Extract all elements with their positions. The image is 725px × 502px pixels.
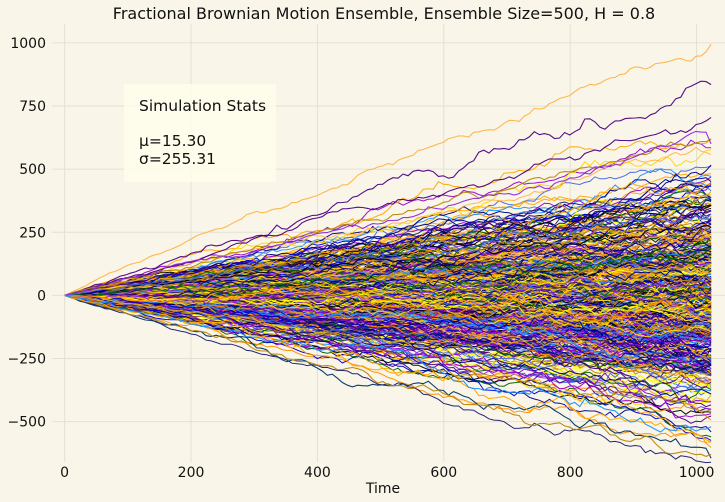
series-line	[64, 269, 712, 297]
series-line	[64, 294, 712, 361]
x-tick-label: 800	[557, 465, 584, 481]
series-line	[64, 130, 712, 296]
series-line	[64, 222, 712, 296]
y-tick-label: −500	[8, 415, 46, 431]
tick-labels: 0 200 400 600 800 1000 −500 −250 0 250 500 750 1000	[8, 36, 715, 481]
x-axis-label: Time	[365, 481, 400, 497]
series-line	[64, 287, 712, 322]
series-line	[64, 294, 712, 457]
series-group	[64, 43, 712, 464]
series-line	[64, 294, 712, 412]
stats-title: Simulation Stats	[139, 97, 266, 115]
series-line	[64, 294, 712, 364]
series-line	[64, 277, 712, 296]
series-line	[64, 294, 712, 464]
x-tick-label: 0	[60, 465, 69, 481]
series-line	[64, 146, 712, 296]
plot-area	[64, 43, 712, 464]
series-line	[64, 149, 712, 296]
y-tick-label: 0	[37, 288, 46, 304]
series-line	[64, 213, 712, 296]
series-line	[64, 294, 712, 441]
chart-title: Fractional Brownian Motion Ensemble, Ens…	[113, 4, 655, 23]
y-tick-label: 500	[19, 162, 46, 178]
series-line	[64, 294, 712, 338]
series-line	[64, 294, 712, 376]
x-tick-label: 1000	[679, 465, 715, 481]
series-line	[64, 282, 712, 306]
series-line	[64, 242, 712, 296]
series-line	[64, 294, 712, 375]
stats-box-background	[124, 84, 276, 182]
series-line	[64, 294, 712, 397]
series-line	[64, 294, 712, 433]
stats-std: σ=255.31	[139, 150, 216, 168]
series-line	[64, 293, 712, 322]
x-tick-label: 200	[178, 465, 205, 481]
series-line	[64, 249, 712, 297]
stats-box: Simulation Stats μ=15.30 σ=255.31	[124, 84, 276, 182]
series-line	[64, 294, 712, 448]
y-tick-label: 750	[19, 99, 46, 115]
series-line	[64, 43, 712, 296]
series-line	[64, 207, 712, 296]
series-line	[64, 294, 712, 443]
stats-mean: μ=15.30	[139, 132, 206, 150]
series-line	[64, 204, 712, 296]
series-line	[64, 294, 712, 348]
series-line	[64, 294, 712, 318]
series-line	[64, 191, 712, 296]
series-line	[64, 294, 712, 379]
y-tick-label: 1000	[10, 36, 46, 52]
series-line	[64, 116, 712, 296]
series-line	[64, 80, 712, 296]
y-tick-label: 250	[19, 225, 46, 241]
series-line	[64, 248, 712, 296]
series-line	[64, 294, 712, 459]
series-line	[64, 291, 712, 312]
series-line	[64, 294, 712, 362]
x-tick-label: 400	[304, 465, 331, 481]
series-line	[64, 138, 712, 296]
x-tick-label: 600	[430, 465, 457, 481]
series-line	[64, 257, 712, 297]
series-line	[64, 218, 712, 296]
y-tick-label: −250	[8, 351, 46, 367]
